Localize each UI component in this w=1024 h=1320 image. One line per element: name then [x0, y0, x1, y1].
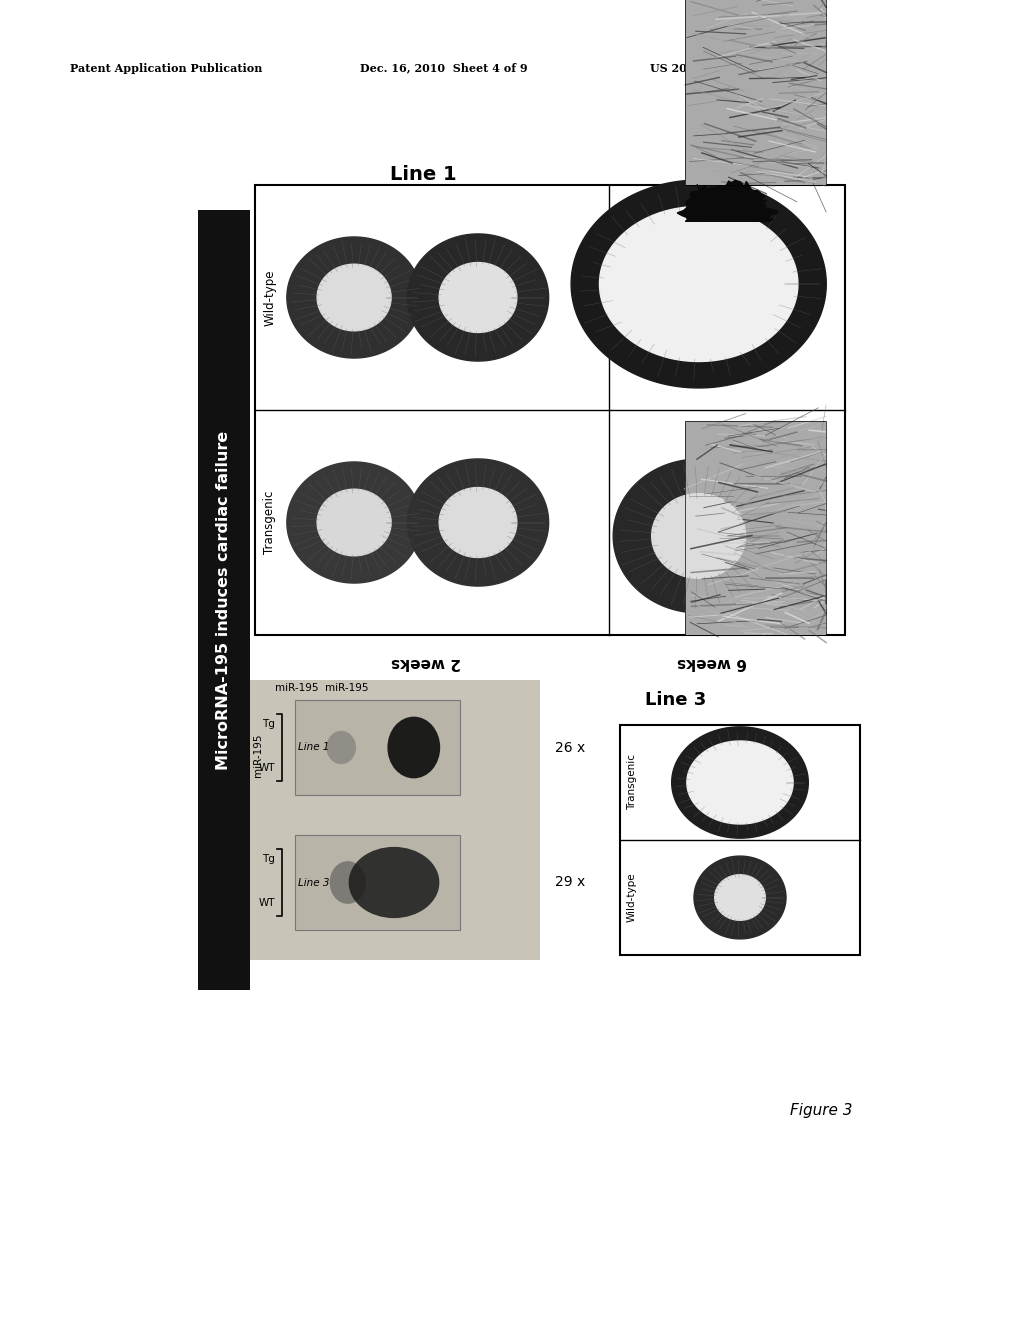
Bar: [684, 0, 826, 185]
Bar: [295, 700, 460, 795]
Text: Patent Application Publication: Patent Application Publication: [70, 62, 262, 74]
Polygon shape: [687, 741, 794, 824]
Polygon shape: [287, 238, 422, 358]
Text: Wild-type: Wild-type: [263, 269, 276, 326]
Text: WT: WT: [258, 899, 275, 908]
Polygon shape: [672, 727, 808, 838]
Text: miR-195: miR-195: [217, 734, 227, 777]
Ellipse shape: [348, 847, 439, 919]
Bar: [684, 421, 826, 635]
Text: Line 3: Line 3: [298, 878, 330, 887]
Bar: [684, 0, 826, 185]
Polygon shape: [317, 264, 391, 331]
Polygon shape: [613, 459, 784, 612]
Text: Line 3: Line 3: [645, 690, 707, 709]
Text: Transgenic: Transgenic: [263, 491, 276, 554]
Bar: [210, 680, 540, 960]
Polygon shape: [715, 875, 765, 920]
Text: US 2010/0317713 A1: US 2010/0317713 A1: [650, 62, 780, 74]
Ellipse shape: [330, 861, 366, 904]
Text: MicroRNA-195 induces cardiac failure: MicroRNA-195 induces cardiac failure: [216, 430, 231, 770]
Polygon shape: [408, 459, 549, 586]
Text: miR-195: miR-195: [275, 682, 318, 693]
Text: Figure 3: Figure 3: [790, 1102, 853, 1118]
Ellipse shape: [387, 717, 440, 779]
Text: Line 1: Line 1: [298, 742, 330, 752]
Text: Wild-type: Wild-type: [627, 873, 637, 923]
Polygon shape: [408, 234, 549, 362]
Text: miR-195: miR-195: [325, 682, 369, 693]
Bar: [295, 836, 460, 931]
Bar: [684, 421, 826, 635]
Bar: [255, 185, 845, 635]
Text: Tg: Tg: [262, 719, 275, 729]
Polygon shape: [439, 487, 517, 557]
Text: 26 x: 26 x: [555, 741, 586, 755]
Text: 2 weeks: 2 weeks: [391, 656, 461, 671]
Text: WT: WT: [258, 763, 275, 774]
Polygon shape: [694, 857, 786, 939]
Text: miR-195: miR-195: [253, 734, 263, 777]
Bar: [620, 725, 860, 954]
Polygon shape: [317, 490, 391, 556]
Polygon shape: [599, 206, 798, 362]
Text: Dec. 16, 2010  Sheet 4 of 9: Dec. 16, 2010 Sheet 4 of 9: [360, 62, 527, 74]
Bar: [198, 210, 250, 990]
Text: Line 1: Line 1: [390, 165, 457, 185]
Text: 6 weeks: 6 weeks: [677, 656, 748, 671]
Polygon shape: [571, 180, 826, 388]
Polygon shape: [439, 263, 517, 333]
Polygon shape: [287, 462, 422, 583]
Text: 29 x: 29 x: [555, 875, 586, 890]
Polygon shape: [651, 494, 745, 578]
Polygon shape: [677, 181, 777, 222]
Text: Tg: Tg: [262, 854, 275, 863]
Ellipse shape: [327, 731, 356, 764]
Text: Transgenic: Transgenic: [627, 755, 637, 810]
